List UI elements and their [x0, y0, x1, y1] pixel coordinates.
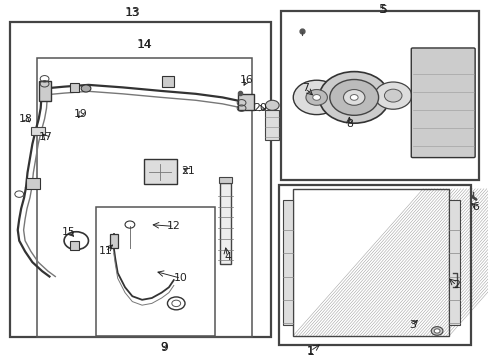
- Bar: [238, 94, 253, 110]
- Bar: [96, 207, 215, 336]
- Circle shape: [384, 89, 401, 102]
- Bar: [70, 241, 79, 249]
- Circle shape: [349, 95, 357, 100]
- FancyBboxPatch shape: [410, 48, 474, 158]
- Bar: [282, 199, 293, 325]
- Circle shape: [265, 100, 279, 110]
- Bar: [70, 83, 79, 92]
- Text: 21: 21: [181, 166, 195, 176]
- FancyBboxPatch shape: [143, 159, 177, 184]
- Text: 17: 17: [39, 132, 52, 142]
- Text: 8: 8: [345, 119, 352, 129]
- Circle shape: [343, 90, 364, 105]
- Bar: [265, 110, 279, 140]
- Bar: [26, 178, 40, 189]
- Text: 14: 14: [136, 38, 152, 51]
- Text: 11: 11: [99, 247, 112, 256]
- Text: 3: 3: [408, 320, 415, 330]
- Text: 18: 18: [19, 114, 33, 124]
- Bar: [219, 177, 231, 183]
- Text: 9: 9: [160, 342, 167, 352]
- Circle shape: [312, 95, 320, 100]
- Circle shape: [293, 80, 339, 114]
- Bar: [31, 127, 44, 135]
- Bar: [448, 199, 459, 325]
- Text: 10: 10: [174, 273, 188, 283]
- Bar: [10, 22, 271, 337]
- Bar: [278, 185, 470, 345]
- Circle shape: [319, 72, 388, 123]
- Text: 1: 1: [306, 345, 314, 357]
- Bar: [37, 58, 251, 337]
- Circle shape: [329, 80, 378, 115]
- Bar: [281, 12, 478, 180]
- Text: 6: 6: [472, 202, 479, 212]
- Text: 5: 5: [379, 3, 386, 16]
- Text: 1: 1: [306, 346, 313, 356]
- Text: 14: 14: [138, 40, 151, 50]
- Text: 13: 13: [124, 6, 140, 19]
- Text: 16: 16: [240, 75, 253, 85]
- Text: 9: 9: [160, 341, 168, 354]
- Text: 20: 20: [253, 103, 266, 113]
- Circle shape: [81, 85, 91, 92]
- Circle shape: [433, 329, 439, 333]
- Text: 12: 12: [166, 221, 180, 231]
- Bar: [220, 183, 230, 264]
- Text: 19: 19: [74, 108, 88, 118]
- Text: 5: 5: [379, 5, 386, 15]
- Text: 7: 7: [302, 84, 308, 94]
- Bar: [161, 76, 173, 87]
- Text: 13: 13: [125, 8, 139, 18]
- Circle shape: [305, 90, 327, 105]
- Text: 4: 4: [224, 252, 230, 262]
- Text: 2: 2: [452, 280, 459, 291]
- Circle shape: [430, 327, 442, 335]
- Circle shape: [374, 82, 411, 109]
- Bar: [293, 189, 448, 336]
- Bar: [110, 234, 118, 248]
- Bar: [39, 81, 51, 101]
- Text: 15: 15: [62, 227, 76, 237]
